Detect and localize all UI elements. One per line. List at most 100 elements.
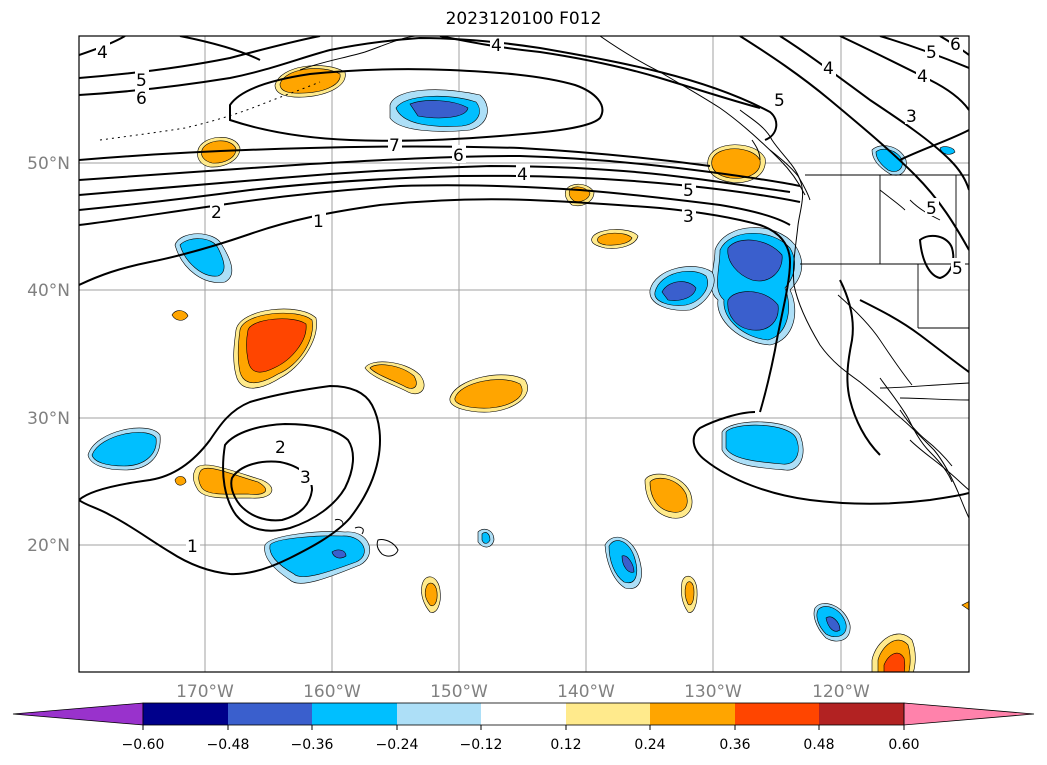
anomaly-blob: [279, 68, 341, 94]
contour-line: [879, 36, 969, 69]
contour-line: [79, 36, 778, 141]
colorbar-tick-label: −0.60: [122, 737, 165, 753]
vancouver-island: [769, 149, 811, 201]
contour-lines: [79, 36, 969, 576]
map-title: 2023120100 F012: [445, 9, 602, 29]
colorbar-tick-label: 0.24: [634, 737, 665, 753]
colorbar-tick-label: −0.12: [460, 737, 503, 753]
latitude-labels: 20°N 30°N 40°N 50°N: [27, 154, 70, 556]
anomaly-blob: [597, 232, 633, 246]
contour-line: [79, 384, 381, 576]
contour-label: 5: [926, 199, 937, 219]
borders: [800, 174, 969, 401]
contour-label: 4: [517, 165, 528, 185]
aleutian-islands: [99, 81, 321, 141]
anomaly-blob: [409, 100, 469, 119]
contour-label: 3: [300, 468, 311, 488]
anomaly-blob: [246, 318, 307, 373]
anomaly-blob: [91, 432, 157, 467]
colorbar-segment: [566, 703, 650, 725]
lon-label: 140°W: [557, 682, 615, 702]
anomaly-blob: [171, 310, 189, 321]
map-frame: [78, 35, 970, 673]
contour-label: 6: [950, 35, 961, 55]
contour-label: 4: [823, 59, 834, 79]
anomaly-blob: [179, 238, 225, 277]
contour-line: [839, 279, 881, 456]
anomaly-blob: [454, 379, 523, 409]
colorbar-tick-label: −0.48: [207, 737, 250, 753]
colorbar-segment: [650, 703, 735, 725]
colorbar-segment: [397, 703, 481, 725]
contour-label: 2: [211, 203, 222, 223]
longitude-labels: 170°W 160°W 150°W 140°W 130°W 120°W: [176, 682, 870, 702]
contour-label: 5: [952, 259, 963, 279]
contour-line: [79, 174, 801, 211]
anomaly-blob: [825, 616, 841, 632]
colorbar-tick-label: 0.60: [888, 737, 919, 753]
contour-line: [779, 36, 969, 191]
contour-line: [79, 154, 801, 187]
lat-label: 20°N: [27, 536, 70, 556]
contour-label: 1: [313, 212, 324, 232]
contour-label: 4: [491, 36, 502, 56]
contour-labels: 4 5 6 7 6 4 5 3 2 1 2 3 1 4: [96, 35, 965, 557]
anomaly-blob: [883, 652, 906, 672]
colorbar-ticks: [142, 725, 905, 730]
contour-label: 5: [683, 181, 694, 201]
anomaly-blob: [661, 281, 697, 301]
anomaly-blob: [481, 532, 491, 544]
colorbar-segment: [312, 703, 397, 725]
bc-coast: [739, 109, 804, 226]
contour-line: [692, 411, 969, 505]
contour-line: [222, 422, 354, 532]
lon-label: 150°W: [430, 682, 488, 702]
contour-line: [739, 36, 969, 251]
contour-label: 4: [917, 67, 928, 87]
contour-line: [439, 36, 761, 109]
negative-anomaly-areas: [87, 89, 956, 642]
contour-line: [859, 299, 969, 373]
lon-label: 170°W: [176, 682, 234, 702]
lat-label: 40°N: [27, 281, 70, 301]
colorbar-segment: [735, 703, 819, 725]
contour-label: 6: [136, 89, 147, 109]
us-west-coast: [793, 224, 969, 519]
anomaly-blob: [269, 535, 365, 577]
colorbar-extend-low: [12, 702, 144, 726]
colorbar-tick-label: 0.12: [550, 737, 581, 753]
gridlines: [79, 36, 969, 672]
colorbar-tick-labels: −0.60 −0.48 −0.36 −0.24 −0.12 0.12 0.24 …: [122, 737, 920, 753]
anomaly-blob: [961, 601, 969, 611]
colorbar-tick-label: 0.36: [719, 737, 750, 753]
alaska-gulf-coast: [599, 36, 806, 196]
anomaly-blob: [424, 582, 438, 607]
anomaly-blob: [684, 581, 695, 606]
anomaly-blob: [725, 424, 799, 465]
contour-label: 4: [97, 43, 108, 63]
gulf-california: [899, 409, 953, 467]
contour-line: [79, 164, 791, 196]
colorbar-tick-label: 0.48: [803, 737, 834, 753]
anomaly-blob: [727, 291, 779, 331]
colorbar-tick-label: −0.24: [376, 737, 419, 753]
colorbar-segment: [143, 703, 228, 725]
contour-line: [79, 36, 321, 79]
anomaly-blob: [649, 477, 688, 513]
contour-label: 3: [683, 207, 694, 227]
colorbar-outline: [142, 702, 905, 726]
contour-label: 5: [774, 91, 785, 111]
colorbar-segment: [481, 703, 566, 725]
contour-line: [79, 198, 792, 413]
contour-label: 3: [906, 107, 917, 127]
contour-label: 7: [389, 136, 400, 156]
mexico-coast: [909, 439, 969, 491]
colorbar-segment: [819, 703, 904, 725]
contour-label: 5: [926, 43, 937, 63]
map-panel: 4 5 6 7 6 4 5 3 2 1 2 3 1 4: [79, 35, 969, 672]
contour-label: 5: [136, 71, 147, 91]
contour-label: 1: [187, 537, 198, 557]
contour-line: [79, 184, 791, 226]
contour-label: 2: [275, 438, 286, 458]
